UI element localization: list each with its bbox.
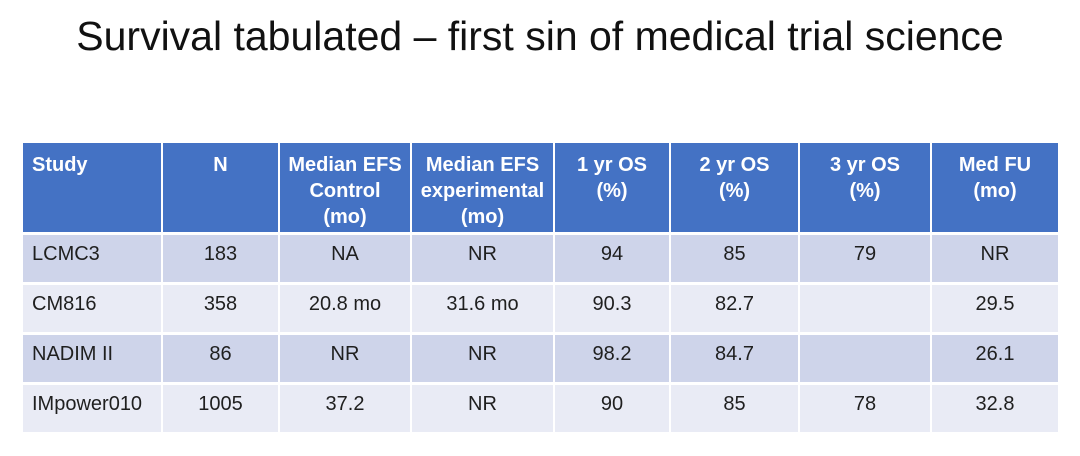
col-header-1yr-os: 1 yr OS (%) bbox=[555, 143, 671, 232]
col-header-med-fu: Med FU (mo) bbox=[932, 143, 1058, 232]
col-header-study: Study bbox=[23, 143, 163, 232]
table-row-nadim-ii: NADIM II 86 NR NR 98.2 84.7 26.1 bbox=[23, 332, 1058, 382]
table-header-row: Study N Median EFS Control (mo) Median E… bbox=[23, 143, 1058, 232]
cell-efs-experimental: 31.6 mo bbox=[412, 282, 555, 332]
survival-table: Study N Median EFS Control (mo) Median E… bbox=[23, 143, 1058, 432]
cell-study: LCMC3 bbox=[23, 232, 163, 282]
cell-3yr-os: 78 bbox=[800, 382, 932, 432]
cell-med-fu: 29.5 bbox=[932, 282, 1058, 332]
cell-2yr-os: 82.7 bbox=[671, 282, 800, 332]
cell-med-fu: NR bbox=[932, 232, 1058, 282]
table-row-cm816: CM816 358 20.8 mo 31.6 mo 90.3 82.7 29.5 bbox=[23, 282, 1058, 332]
cell-1yr-os: 94 bbox=[555, 232, 671, 282]
cell-1yr-os: 90.3 bbox=[555, 282, 671, 332]
col-header-n: N bbox=[163, 143, 280, 232]
table-row-lcmc3: LCMC3 183 NA NR 94 85 79 NR bbox=[23, 232, 1058, 282]
cell-2yr-os: 84.7 bbox=[671, 332, 800, 382]
cell-2yr-os: 85 bbox=[671, 382, 800, 432]
cell-efs-control: 20.8 mo bbox=[280, 282, 412, 332]
cell-efs-experimental: NR bbox=[412, 232, 555, 282]
cell-efs-control: 37.2 bbox=[280, 382, 412, 432]
cell-n: 183 bbox=[163, 232, 280, 282]
cell-study: CM816 bbox=[23, 282, 163, 332]
cell-1yr-os: 98.2 bbox=[555, 332, 671, 382]
cell-3yr-os bbox=[800, 332, 932, 382]
slide-title: Survival tabulated – first sin of medica… bbox=[76, 13, 1004, 59]
table-row-impower010: IMpower010 1005 37.2 NR 90 85 78 32.8 bbox=[23, 382, 1058, 432]
cell-n: 1005 bbox=[163, 382, 280, 432]
cell-efs-experimental: NR bbox=[412, 332, 555, 382]
cell-3yr-os: 79 bbox=[800, 232, 932, 282]
cell-3yr-os bbox=[800, 282, 932, 332]
col-header-median-efs-control: Median EFS Control (mo) bbox=[280, 143, 412, 232]
col-header-median-efs-experimental: Median EFS experimental (mo) bbox=[412, 143, 555, 232]
cell-study: IMpower010 bbox=[23, 382, 163, 432]
cell-efs-experimental: NR bbox=[412, 382, 555, 432]
cell-efs-control: NR bbox=[280, 332, 412, 382]
cell-1yr-os: 90 bbox=[555, 382, 671, 432]
col-header-2yr-os: 2 yr OS (%) bbox=[671, 143, 800, 232]
cell-study: NADIM II bbox=[23, 332, 163, 382]
cell-n: 86 bbox=[163, 332, 280, 382]
col-header-3yr-os: 3 yr OS (%) bbox=[800, 143, 932, 232]
cell-med-fu: 32.8 bbox=[932, 382, 1058, 432]
cell-efs-control: NA bbox=[280, 232, 412, 282]
cell-med-fu: 26.1 bbox=[932, 332, 1058, 382]
cell-2yr-os: 85 bbox=[671, 232, 800, 282]
cell-n: 358 bbox=[163, 282, 280, 332]
